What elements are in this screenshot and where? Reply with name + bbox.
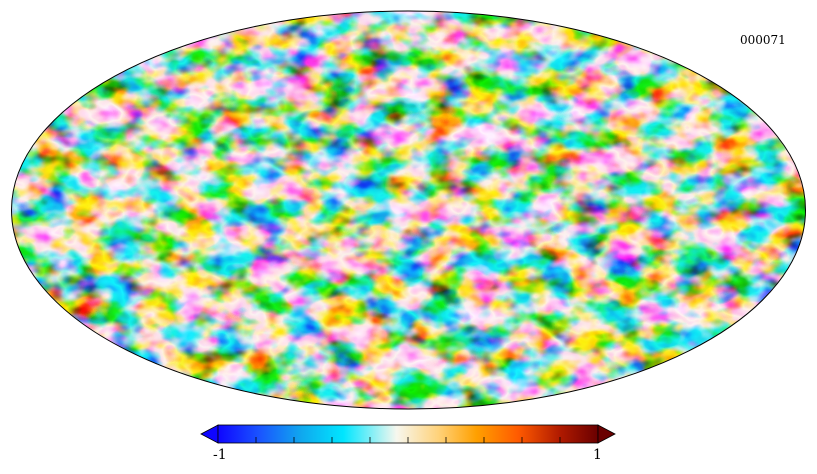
colorbar-min-arrow: [200, 424, 219, 444]
sky-map: [11, 10, 806, 410]
sky-map-outline: [11, 10, 806, 410]
map-title: 000071: [740, 33, 786, 47]
colorbar: [200, 424, 616, 444]
sky-map-field: [11, 11, 806, 409]
colorbar-max-label: 1: [593, 447, 602, 463]
colorbar-min-label: -1: [213, 447, 227, 463]
colorbar-max-arrow: [597, 424, 616, 444]
colorbar-ticks: [255, 437, 561, 443]
